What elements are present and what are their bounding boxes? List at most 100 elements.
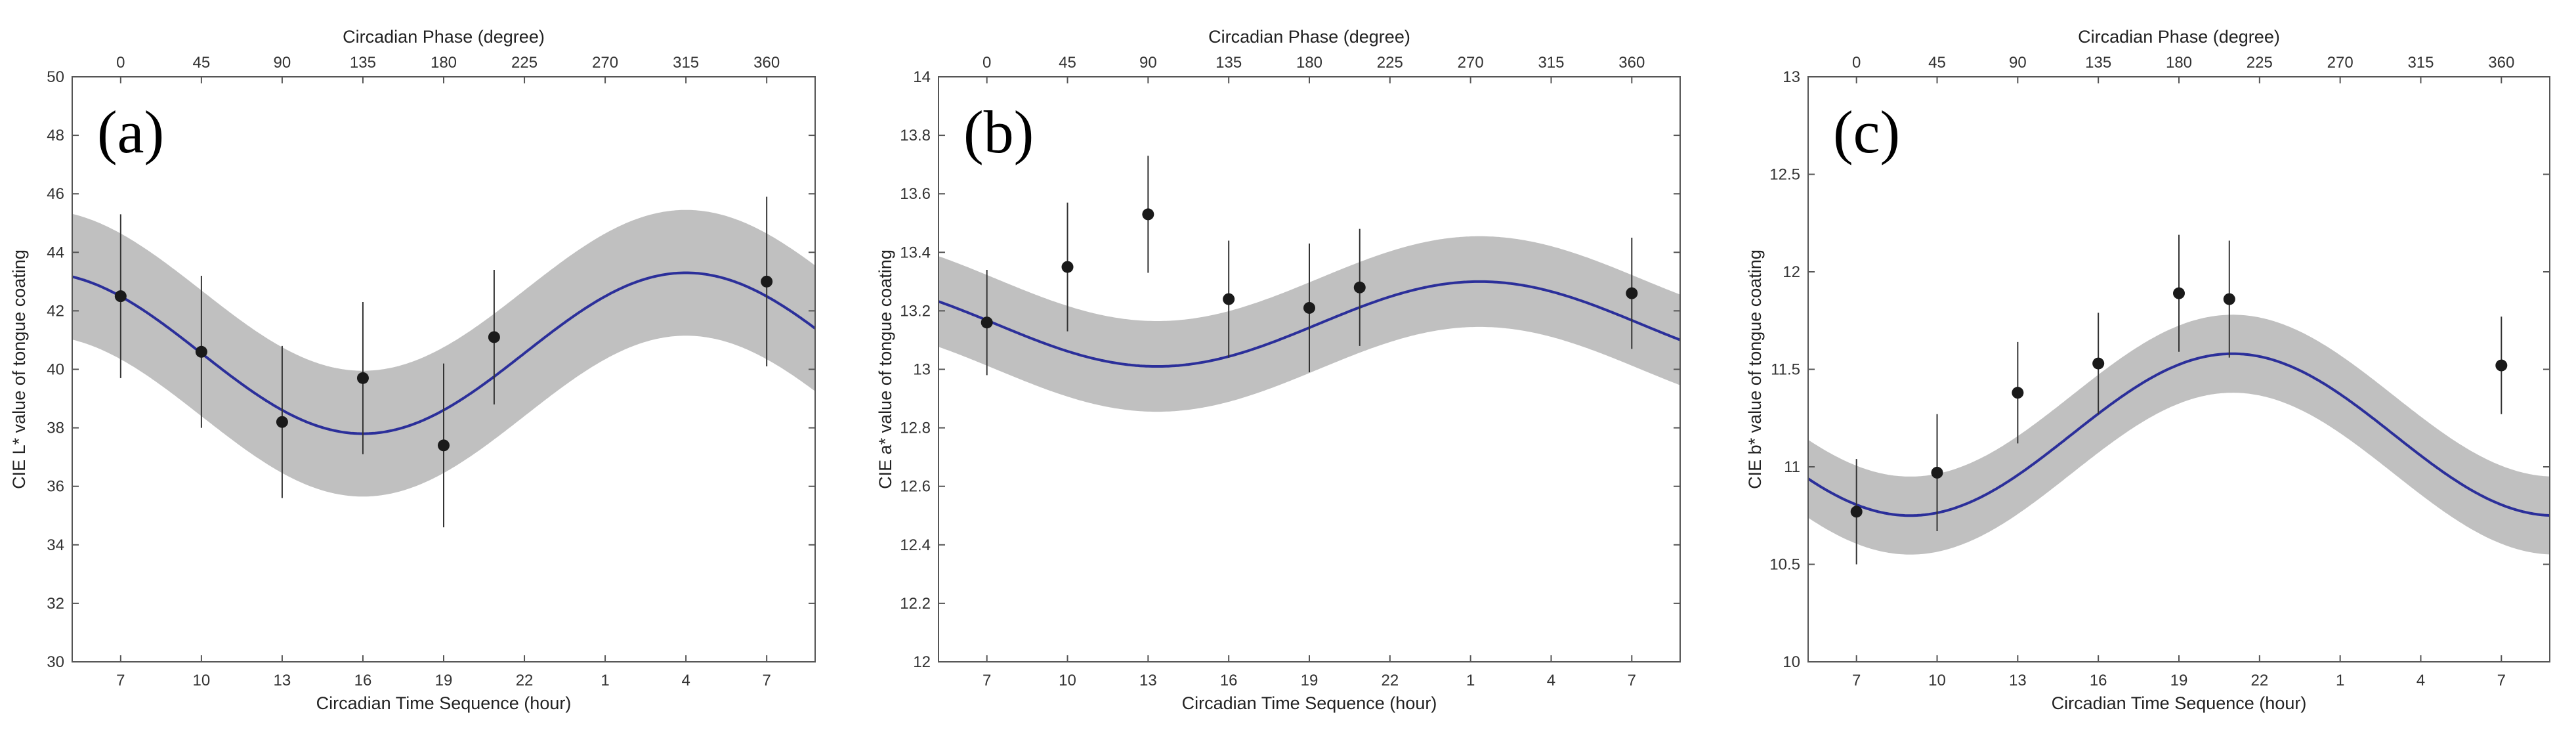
top-tick-label: 225 [1377,54,1403,72]
x-tick-label: 1 [1466,672,1475,689]
y-tick-label: 40 [47,361,64,379]
y-axis-title: CIE a* value of tongue coating [876,250,895,489]
y-tick-label: 14 [913,68,931,86]
top-axis-title: Circadian Phase (degree) [2078,27,2280,47]
top-tick-label: 360 [753,54,780,72]
top-axis-title: Circadian Phase (degree) [343,27,545,47]
x-tick-label: 7 [2497,672,2506,689]
x-tick-label: 16 [2090,672,2107,689]
x-tick-label: 13 [2009,672,2027,689]
top-tick-label: 360 [2488,54,2514,72]
y-tick-label: 13.6 [900,185,931,203]
x-tick-label: 22 [1381,672,1399,689]
top-tick-label: 315 [2407,54,2434,72]
top-tick-label: 225 [511,54,538,72]
x-tick-label: 4 [681,672,690,689]
y-tick-label: 32 [47,595,64,613]
top-tick-label: 135 [1215,54,1242,72]
y-tick-label: 12 [913,653,931,671]
top-tick-label: 270 [592,54,618,72]
y-tick-label: 10 [1783,653,1800,671]
y-tick-label: 48 [47,127,64,144]
top-tick-label: 0 [116,54,125,72]
data-point [356,372,369,384]
x-tick-label: 7 [1852,672,1861,689]
x-tick-label: 19 [435,672,453,689]
x-tick-label: 22 [516,672,534,689]
data-point [1850,506,1863,518]
y-tick-label: 38 [47,420,64,437]
top-tick-label: 315 [1538,54,1564,72]
x-axis-title: Circadian Time Sequence (hour) [316,693,572,713]
y-tick-label: 11 [1784,458,1800,476]
panel-b: 7 10 13 16 19 22 1 4 70 45 90 135 180 225 270 315 360121… [876,27,1681,713]
y-tick-label: 12.6 [900,478,931,496]
data-point [1303,301,1315,314]
top-tick-label: 90 [1139,54,1157,72]
data-point [1223,293,1235,305]
y-axis-title: CIE L* value of tongue coating [9,250,29,489]
x-tick-label: 10 [1928,672,1946,689]
x-tick-label: 4 [2417,672,2425,689]
x-tick-label: 7 [982,672,991,689]
top-tick-label: 180 [431,54,457,72]
top-tick-label: 45 [1059,54,1076,72]
x-tick-label: 19 [1301,672,1319,689]
x-tick-label: 7 [762,672,771,689]
data-point [2495,359,2508,372]
data-point [438,439,450,452]
confidence-band [1808,315,2550,555]
top-axis-title: Circadian Phase (degree) [1208,27,1410,47]
top-tick-label: 45 [1928,54,1946,72]
top-tick-label: 135 [350,54,376,72]
data-point [1626,287,1638,299]
panel-label: (b) [963,98,1034,165]
x-tick-label: 1 [2336,672,2344,689]
x-tick-label: 19 [2170,672,2188,689]
data-point [981,316,993,329]
top-tick-label: 135 [2085,54,2111,72]
x-tick-label: 7 [116,672,125,689]
x-tick-label: 16 [354,672,372,689]
x-tick-label: 13 [274,672,291,689]
x-tick-label: 4 [1547,672,1555,689]
top-tick-label: 180 [1296,54,1322,72]
x-tick-label: 13 [1139,672,1157,689]
x-tick-label: 22 [2250,672,2268,689]
top-tick-label: 90 [274,54,291,72]
data-point [1931,466,1943,479]
fit-line [1807,352,2550,517]
top-tick-label: 315 [673,54,699,72]
data-point [2012,387,2024,399]
top-tick-label: 180 [2166,54,2192,72]
top-tick-label: 360 [1618,54,1645,72]
top-tick-label: 0 [982,54,991,72]
data-point [114,290,127,303]
y-tick-label: 46 [47,185,64,203]
panel-label: (a) [97,98,164,165]
top-tick-label: 45 [193,54,211,72]
data-point [1142,208,1154,221]
y-tick-label: 13 [1783,68,1800,86]
top-tick-label: 270 [2327,54,2354,72]
y-tick-label: 13.2 [900,302,931,320]
x-tick-label: 16 [1220,672,1238,689]
top-tick-label: 90 [2009,54,2027,72]
y-tick-label: 30 [47,653,64,671]
data-point [276,416,288,428]
top-tick-label: 225 [2247,54,2273,72]
top-tick-label: 270 [1458,54,1484,72]
data-point [1061,261,1074,273]
panel-a: 7 10 13 16 19 22 1 4 70 45 90 135 180 225 270 315 360303… [9,27,816,713]
x-tick-label: 1 [601,672,609,689]
y-tick-label: 12 [1783,263,1800,281]
data-point [761,275,773,288]
data-point [488,331,500,343]
data-point [1353,281,1366,293]
x-axis-title: Circadian Time Sequence (hour) [2052,693,2307,713]
confidence-band [72,209,815,497]
y-tick-label: 12.8 [900,420,931,437]
y-tick-label: 42 [47,302,64,320]
y-tick-label: 44 [47,244,64,261]
